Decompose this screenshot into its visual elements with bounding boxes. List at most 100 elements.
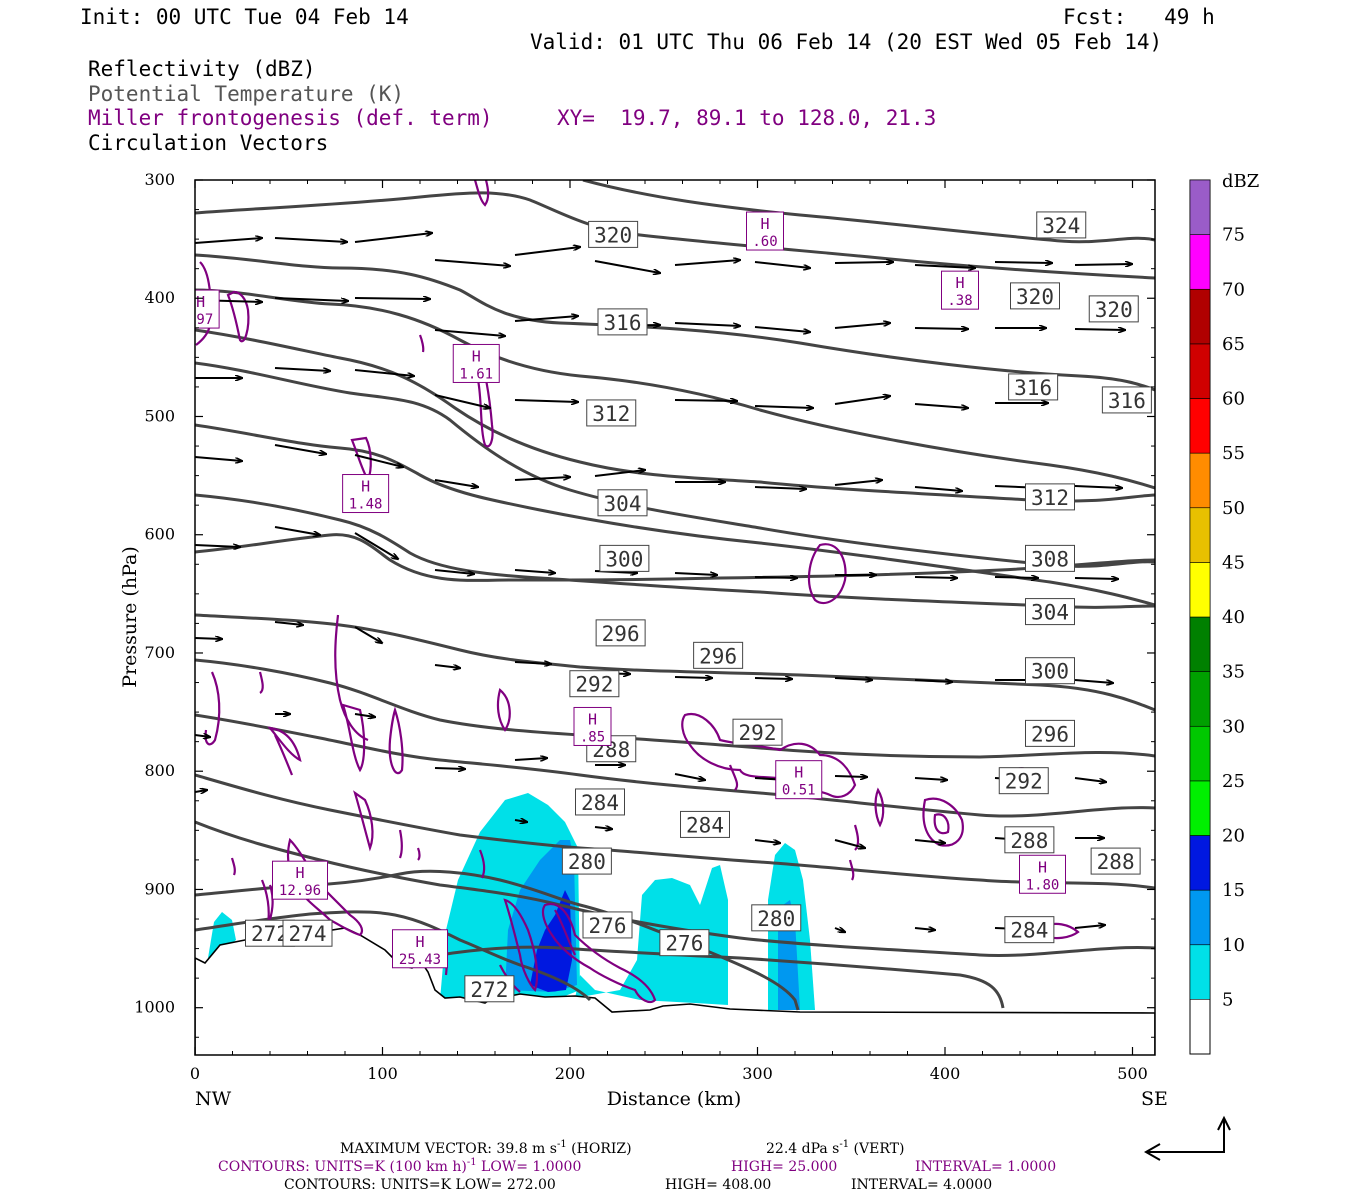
vector-arrow (674, 677, 712, 678)
colorbar-unit: dBZ (1222, 171, 1259, 192)
vector-arrow (914, 403, 968, 408)
theta-label-box (751, 904, 802, 932)
theta-label: 276 (665, 932, 703, 956)
theta-label: 316 (604, 311, 642, 335)
theta-contour (195, 910, 592, 1002)
vector-arrow (274, 297, 348, 301)
theta-label-box (1008, 373, 1059, 401)
vector-arrow (195, 638, 222, 639)
theta-contour (195, 533, 1155, 582)
theta-label-box (464, 975, 515, 1003)
theta-label-box (659, 929, 710, 957)
vector-arrow (514, 662, 551, 664)
vector-arrow (1074, 486, 1122, 488)
vector-arrow (354, 626, 382, 643)
theta-label: 320 (1016, 285, 1054, 309)
maxima-letter: H (472, 347, 481, 365)
vector-arrow (674, 400, 737, 401)
theta-label-box (1025, 657, 1075, 685)
colorbar-cell (1189, 780, 1211, 836)
vector-arrow (834, 480, 882, 486)
vector-arrow (354, 532, 398, 559)
theta-label: 284 (686, 813, 724, 837)
theta-label: 292 (739, 721, 777, 745)
y-tick-label: 700 (144, 643, 175, 662)
maxima-label-box (775, 760, 823, 800)
vector-arrow (594, 827, 612, 829)
frontogenesis-contour (398, 829, 403, 859)
theta-label-box (586, 399, 637, 427)
vector-arrow (834, 776, 867, 777)
theta-label-box (1004, 826, 1055, 854)
theta-label: 304 (1031, 601, 1069, 625)
frontogenesis-contour (230, 857, 236, 876)
vector-arrow (354, 454, 403, 467)
theta-label-box (595, 619, 646, 647)
colorbar-level-label: 70 (1222, 279, 1245, 300)
colorbar-cell (1189, 671, 1211, 727)
vector-arrow (434, 479, 478, 487)
colorbar-cell (1189, 616, 1211, 672)
maxima-value: 1.48 (349, 497, 383, 513)
theta-label-box (998, 767, 1049, 795)
theta-label-box (1090, 847, 1141, 875)
vector-arrow (1074, 264, 1132, 265)
vector-arrow (195, 456, 242, 461)
vector-arrow (274, 237, 347, 242)
vector-arrow (354, 714, 375, 717)
theta-contours-high: HIGH= 408.00 (665, 1177, 771, 1193)
theta-label: 288 (1097, 850, 1135, 874)
colorbar-level-label: 15 (1222, 880, 1245, 901)
theta-label: 296 (699, 644, 737, 668)
forecast-hour: Fcst: 49 h (1063, 5, 1215, 29)
x-tick-label: 400 (930, 1064, 961, 1083)
vector-arrow (754, 406, 813, 408)
theta-label-box (597, 489, 648, 517)
colorbar-cell (1189, 944, 1211, 1000)
vector-arrow (1074, 777, 1106, 782)
vector-arrow (834, 928, 845, 932)
theta-label-box (1088, 295, 1139, 323)
vector-arrow (1074, 329, 1125, 330)
vector-arrow (195, 790, 207, 792)
vector-arrow (594, 470, 645, 477)
theta-contour (195, 773, 1155, 890)
theta-label-box (1025, 544, 1075, 572)
theta-label: 292 (1005, 770, 1043, 794)
circulation-vectors (195, 233, 1132, 932)
theta-label: 284 (1010, 919, 1048, 943)
vector-arrow (754, 261, 810, 268)
vector-arrow (195, 238, 262, 244)
colorbar-cell (1189, 288, 1211, 345)
vector-arrow (195, 545, 240, 547)
colorbar-cell (1189, 179, 1211, 235)
vector-arrow (674, 260, 740, 266)
theta-label: 300 (1031, 660, 1069, 684)
y-tick-label: 600 (144, 525, 175, 544)
colorbar-level-label: 60 (1222, 389, 1245, 410)
vector-arrow (914, 778, 947, 780)
vector-arrow (1074, 925, 1105, 929)
theta-label-box (569, 670, 620, 698)
maxima-label-box (392, 929, 448, 969)
theta-label: 320 (1095, 298, 1133, 322)
colorbar-level-label: 50 (1222, 498, 1245, 519)
colorbar-cells (1189, 179, 1211, 1000)
fronto-contours-high: HIGH= 25.000 (731, 1159, 837, 1175)
frontogenesis-contour (353, 790, 374, 852)
field-potential-temperature: Potential Temperature (K) (88, 82, 405, 106)
vector-arrow (834, 678, 872, 680)
theta-label: 274 (289, 922, 327, 946)
colorbar-labels: 5 10 15 20 25 30 35 40 45 50 55 60 65 70 75 (1222, 225, 1245, 1011)
maxima-label-box (342, 474, 390, 514)
vector-arrow (754, 326, 810, 332)
y-tick-label: 800 (144, 761, 175, 780)
colorbar-cell (1189, 889, 1211, 946)
theta-label: 276 (589, 914, 627, 938)
colorbar-level-label: 35 (1222, 662, 1245, 683)
reference-vector-icon (1143, 1115, 1231, 1161)
theta-label-box (582, 911, 633, 939)
theta-contour (195, 328, 1155, 503)
vector-arrow (674, 573, 717, 575)
colorbar-level-label: 30 (1222, 716, 1245, 737)
